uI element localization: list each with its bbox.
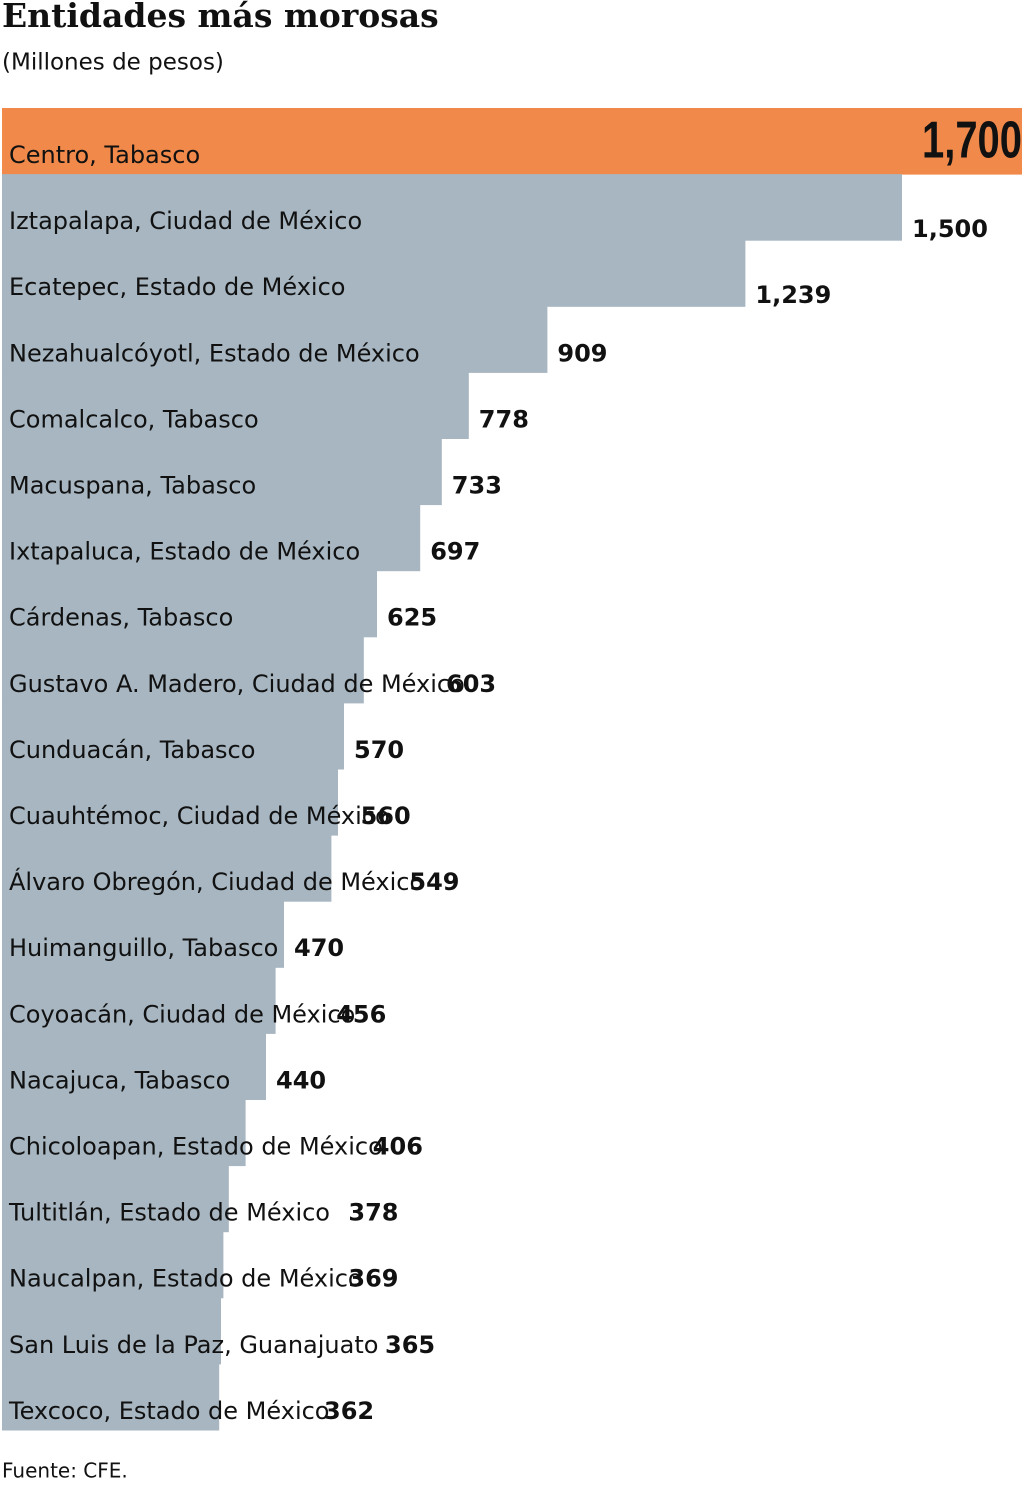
category-label: Chicoloapan, Estado de México	[9, 1133, 383, 1161]
bar	[2, 504, 421, 572]
category-label: Gustavo A. Madero, Ciudad de México	[9, 670, 465, 698]
value-label: 625	[387, 604, 437, 632]
value-label: 440	[276, 1066, 326, 1094]
category-label: Nezahualcóyotl, Estado de México	[9, 339, 420, 367]
value-label: 733	[452, 472, 502, 500]
value-label: 378	[348, 1199, 398, 1227]
category-label: Huimanguillo, Tabasco	[9, 934, 278, 962]
category-label: Texcoco, Estado de México	[8, 1397, 329, 1425]
category-label: San Luis de la Paz, Guanajuato	[9, 1331, 378, 1359]
bar	[2, 1231, 224, 1299]
bar	[2, 1297, 221, 1365]
bar	[2, 174, 902, 241]
value-label: 365	[385, 1331, 435, 1359]
value-label: 362	[324, 1397, 374, 1425]
category-label: Ixtapaluca, Estado de México	[9, 538, 360, 566]
bar	[2, 636, 364, 704]
bar	[2, 240, 746, 307]
category-label: Álvaro Obregón, Ciudad de México	[9, 867, 424, 896]
category-label: Coyoacán, Ciudad de México	[9, 1000, 355, 1028]
bar	[2, 702, 344, 770]
bar	[2, 835, 332, 902]
bar	[2, 1363, 220, 1431]
category-label: Tultitlán, Estado de México	[8, 1199, 330, 1227]
category-label: Iztapalapa, Ciudad de México	[9, 207, 362, 235]
bar	[2, 901, 284, 968]
value-label: 1,500	[912, 215, 988, 243]
category-label: Comalcalco, Tabasco	[9, 405, 259, 433]
bar	[2, 438, 442, 506]
value-label: 1,700	[922, 112, 1022, 170]
category-label: Cárdenas, Tabasco	[9, 604, 233, 632]
value-label: 570	[354, 736, 404, 764]
value-label: 909	[557, 339, 607, 367]
bar	[2, 306, 548, 373]
value-label: 603	[446, 670, 496, 698]
category-label: Nacajuca, Tabasco	[9, 1066, 230, 1094]
category-label: Centro, Tabasco	[9, 141, 200, 169]
value-label: 369	[348, 1265, 398, 1293]
category-label: Cuauhtémoc, Ciudad de México	[9, 802, 390, 830]
bar	[2, 372, 469, 439]
value-label: 778	[479, 405, 529, 433]
value-label: 470	[294, 934, 344, 962]
value-label: 549	[409, 868, 459, 896]
source-note: Fuente: CFE.	[2, 1459, 128, 1483]
value-label: 406	[373, 1133, 423, 1161]
value-label: 456	[336, 1000, 386, 1028]
value-label: 1,239	[755, 281, 831, 309]
value-label: 560	[361, 802, 411, 830]
chart-subtitle: (Millones de pesos)	[2, 50, 224, 76]
chart-title: Entidades más morosas	[2, 0, 439, 35]
bar	[2, 967, 276, 1034]
category-label: Macuspana, Tabasco	[9, 472, 256, 500]
bar	[2, 108, 1022, 175]
category-label: Cunduacán, Tabasco	[9, 736, 255, 764]
bar	[2, 1099, 246, 1167]
bar	[2, 1033, 266, 1100]
bar	[2, 570, 377, 638]
bar	[2, 1165, 229, 1233]
category-label: Naucalpan, Estado de México	[9, 1265, 363, 1293]
value-label: 697	[430, 538, 480, 566]
bar	[2, 769, 338, 836]
category-label: Ecatepec, Estado de México	[9, 273, 345, 301]
